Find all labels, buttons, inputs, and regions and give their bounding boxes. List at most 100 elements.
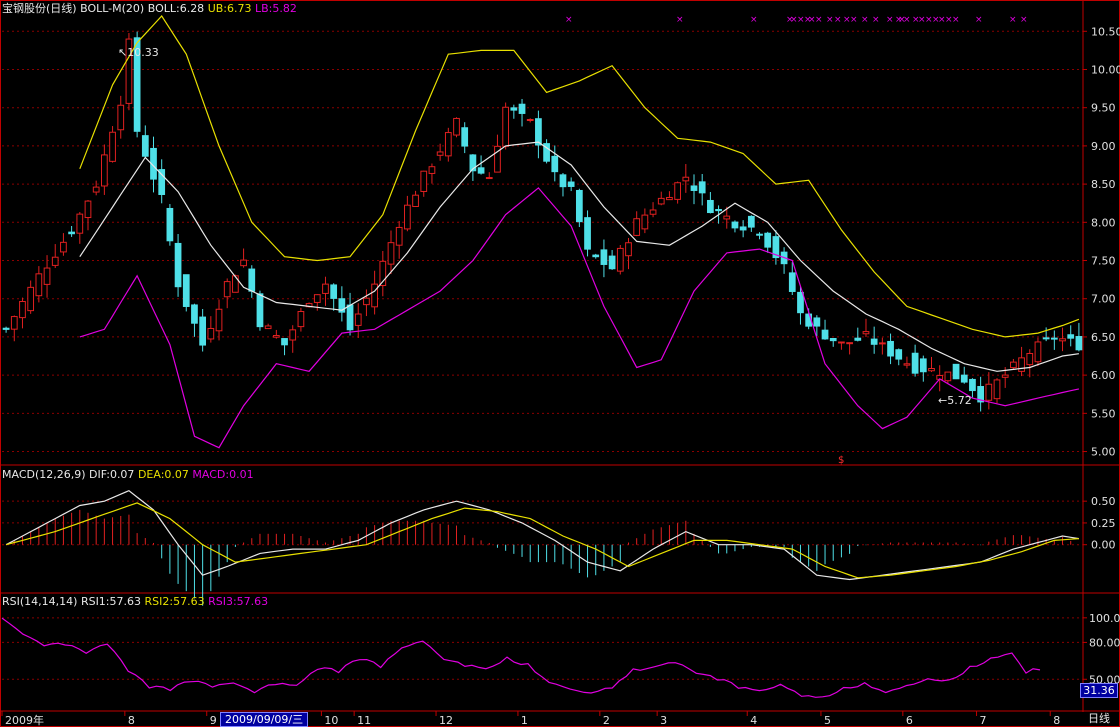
candle-body [354,313,362,326]
signal-marker: × [895,15,903,25]
candle-body [1026,352,1034,366]
y-tick-label: 10.00 [1091,63,1120,76]
candle-body [715,208,722,212]
high-label: 10.33 [127,46,159,59]
signal-marker: × [975,15,983,25]
candle-body [289,329,297,341]
x-tick-label: 8 [128,714,135,727]
macd-panel-header: MACD(12,26,9) DIF:0.07 DEA:0.07 MACD:0.0… [2,468,254,482]
signal-marker: × [861,15,869,25]
candle-body [158,169,166,195]
candle-body [379,260,387,287]
candle-body [1075,336,1083,351]
x-tick-label: 4 [750,714,757,727]
candle-body [19,301,26,319]
signal-marker: × [1020,15,1028,25]
candle-body [518,103,526,114]
candle-body [977,386,984,403]
candle-body [330,284,338,299]
candle-body [141,135,149,157]
candle-body [846,342,853,345]
boll-value: BOLL:6.28 [147,2,205,15]
candle-body [404,204,411,230]
candle-body [395,226,403,246]
signal-marker: × [804,15,812,25]
candle-body [428,166,436,174]
candle-body [502,106,510,147]
candle-body [960,374,968,383]
y-tick-label: 6.00 [1091,369,1116,382]
candle-body [436,151,444,156]
signal-marker: × [903,15,911,25]
candle-body [240,259,247,267]
candle-body [821,329,829,340]
candle-body [191,304,198,324]
dividend-marker[interactable]: $ [838,455,845,466]
y-tick-label: 8.50 [1091,178,1116,191]
candle-body [412,194,419,207]
candle-body [526,119,534,122]
signal-marker: × [1009,15,1017,25]
x-tick-label: 10 [324,714,338,727]
candle-body [756,233,763,236]
candle-body [510,107,518,111]
signal-marker: × [826,15,834,25]
candle-body [1010,361,1017,369]
candle-body [387,242,395,265]
candle-body [223,281,231,298]
candle-body [592,254,600,258]
cursor-date-label: 2009/09/09/三 [220,712,309,727]
candle-body [928,368,935,372]
y-tick-label: 8.00 [1091,216,1116,229]
candle-body [944,371,952,382]
candle-body [444,132,452,157]
rsi-panel-header: RSI(14,14,14) RSI1:57.63 RSI2:57.63 RSI3… [2,595,268,609]
signal-marker: × [912,15,920,25]
candle-body [101,154,108,187]
candle-body [608,255,616,270]
candle-body [657,197,665,205]
candle-body [616,247,624,272]
candle-body [731,221,739,229]
x-tick-label: 2 [603,714,610,727]
signal-marker: × [808,15,816,25]
high-annotation: ↖10.33 [118,46,159,59]
candle-body [10,316,18,330]
candle-body [1042,337,1050,340]
rsi2-value: RSI2:57.63 [144,595,205,608]
candle-body [969,378,976,392]
candle-body [911,352,919,374]
y-tick-label: 7.00 [1091,293,1116,306]
candle-body [764,232,772,248]
signal-marker: × [945,15,953,25]
candle-body [870,338,878,345]
candle-body [92,186,100,193]
candle-body [453,117,460,136]
candle-body [698,181,706,194]
candle-body [674,182,681,200]
x-tick-label: 8 [1053,714,1060,727]
candle-body [346,304,354,331]
dea-value: DEA:0.07 [137,468,189,481]
candle-body [338,298,346,313]
x-tick-label: 5 [824,714,831,727]
candle-body [420,170,428,192]
x-tick-label: 7 [980,714,987,727]
candle-body [854,337,862,341]
candle-body [838,341,845,344]
candle-body [2,327,10,330]
candle-body [551,155,559,173]
candle-body [878,342,886,345]
candle-body [575,189,583,223]
candle-body [772,236,780,259]
candle-body [862,331,870,335]
candle-body [829,338,837,342]
candle-body [813,317,821,327]
signal-marker: × [676,15,684,25]
candle-body [35,273,43,297]
period-label[interactable]: 日线 [1088,712,1110,725]
candle-body [264,325,272,330]
candle-body [215,308,223,332]
candle-body [485,177,493,180]
